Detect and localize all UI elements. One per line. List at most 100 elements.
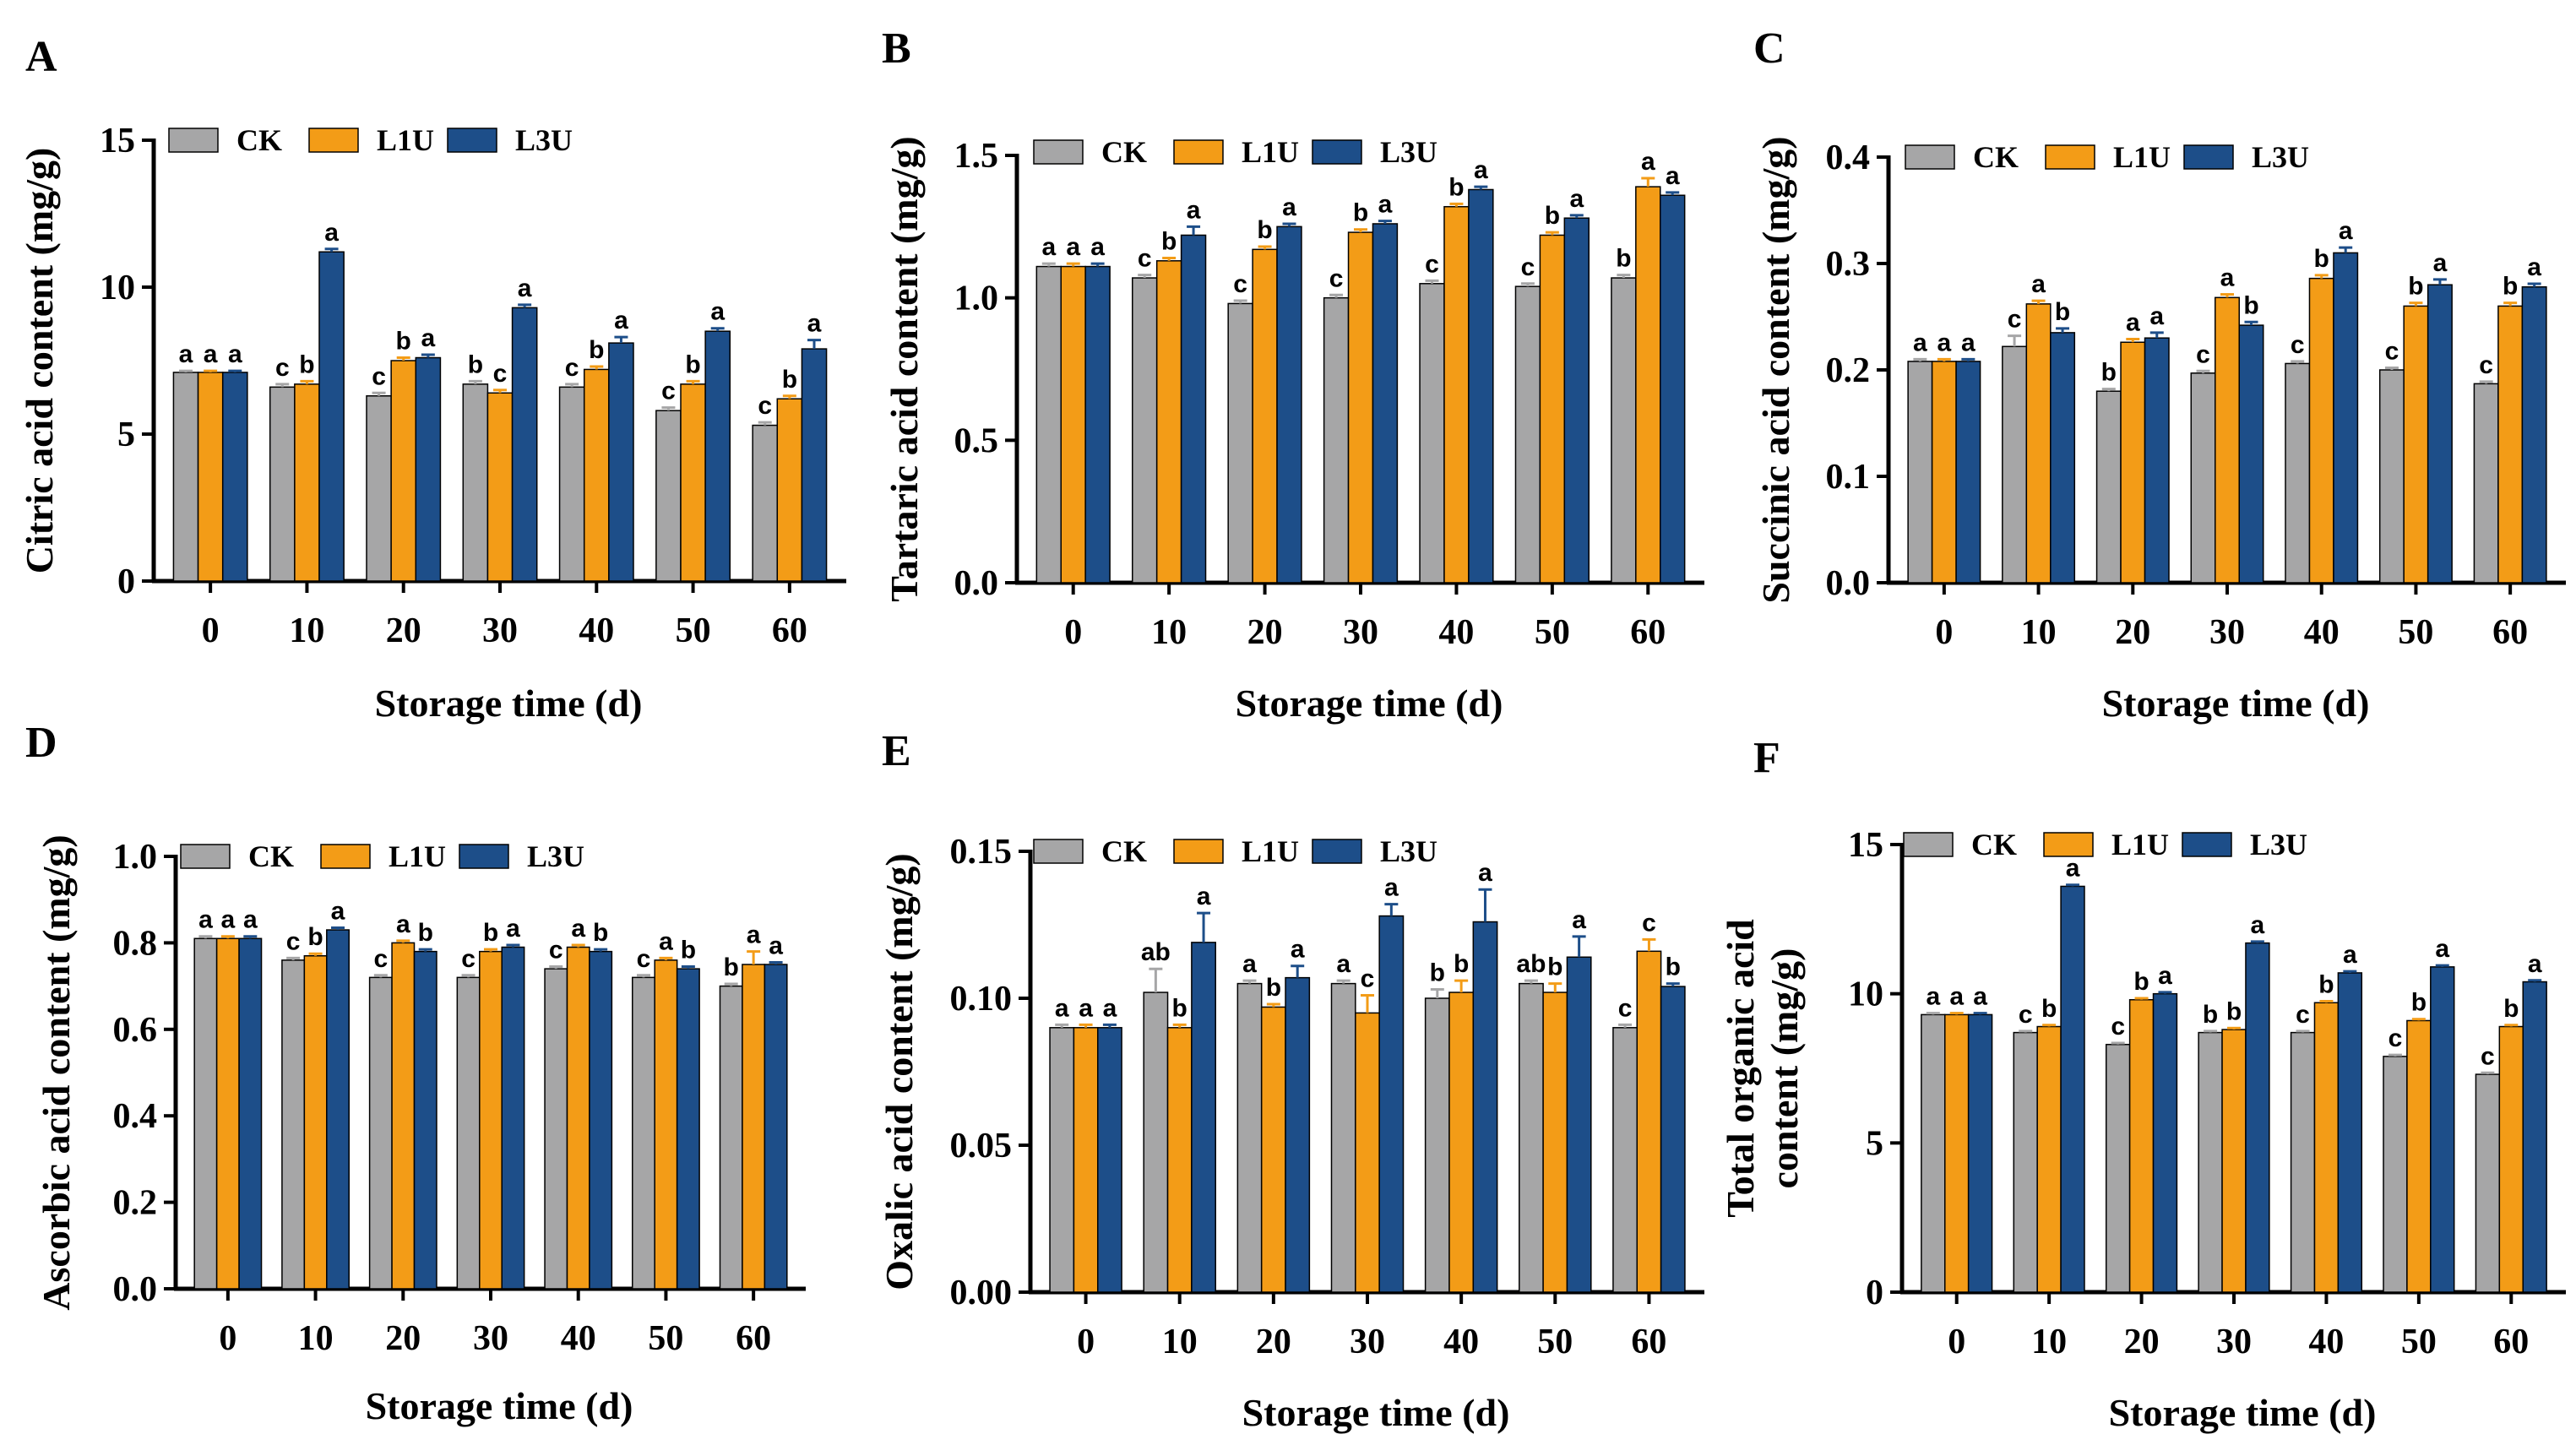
y-tick-label: 1.0 xyxy=(954,280,999,318)
bar-ck xyxy=(1611,277,1637,584)
legend-swatch-l1u xyxy=(308,128,359,153)
significance-letter: c xyxy=(565,354,579,382)
significance-letter: b xyxy=(1430,959,1445,987)
bar-ck xyxy=(368,976,393,1290)
bar-ck xyxy=(1519,982,1544,1293)
bar-ck xyxy=(1612,1027,1639,1293)
x-axis-title: Storage time (d) xyxy=(2102,682,2370,725)
significance-letter: b xyxy=(2503,995,2519,1023)
significance-letter: a xyxy=(1572,906,1586,934)
x-tick-label: 50 xyxy=(648,1319,683,1358)
significance-letter: a xyxy=(243,906,258,934)
legend-swatch-ck xyxy=(1903,832,1954,857)
significance-letter: b xyxy=(468,350,483,378)
x-tick-label: 10 xyxy=(298,1319,334,1358)
legend-swatch-l1u xyxy=(320,844,371,869)
significance-letter: a xyxy=(2158,962,2172,990)
x-tick-label: 60 xyxy=(2492,613,2528,652)
panels: A 0 5 10 15 Citric acid content (mg/g) Storage… xyxy=(18,24,2566,1434)
bar-l3u xyxy=(801,348,828,582)
bar-l1u xyxy=(2025,303,2052,584)
x-tick-label: 50 xyxy=(676,611,711,650)
panel-letter: E xyxy=(882,727,911,775)
x-tick-label: 50 xyxy=(2398,613,2433,652)
significance-letter: b xyxy=(1257,216,1272,244)
bar-ck xyxy=(2473,383,2499,584)
x-tick-label: 0 xyxy=(1077,1323,1095,1361)
y-tick-label: 0.15 xyxy=(950,833,1013,872)
legend-label-l1u: L1U xyxy=(1242,135,1299,169)
x-tick-label: 20 xyxy=(2124,1323,2160,1361)
y-tick-label: 15 xyxy=(100,122,135,160)
x-tick-label: 10 xyxy=(2031,1323,2067,1361)
bar-l3u xyxy=(2333,252,2359,584)
significance-letter: a xyxy=(769,932,783,959)
y-tick-label: 0.1 xyxy=(1826,458,1871,497)
bar-l1u xyxy=(2313,1002,2340,1293)
x-tick-label: 0 xyxy=(202,611,220,650)
bar-l3u xyxy=(1096,1027,1122,1293)
significance-letter: b xyxy=(2503,273,2518,301)
bar-l1u xyxy=(1539,234,1566,584)
y-axis-title: Tartaric acid content (mg/g) xyxy=(883,136,926,601)
bar-l1u xyxy=(1155,260,1182,584)
bar-l1u xyxy=(294,383,320,582)
bar-l3u xyxy=(2144,337,2170,584)
bar-ck xyxy=(281,959,306,1290)
bar-l3u xyxy=(1285,976,1311,1293)
x-tick-label: 40 xyxy=(2304,613,2340,652)
bar-ck xyxy=(544,968,568,1290)
significance-letter: b xyxy=(418,919,433,947)
bar-l3u xyxy=(2427,284,2453,584)
significance-letter: ab xyxy=(1141,938,1171,966)
bar-l1u xyxy=(2221,1029,2247,1293)
significance-letter: b xyxy=(1666,953,1681,981)
significance-letter: a xyxy=(2031,270,2046,298)
bar-ck xyxy=(2285,362,2311,584)
significance-letter: b xyxy=(681,937,696,964)
bar-ck xyxy=(1323,296,1350,584)
bar-ck xyxy=(2290,1031,2316,1293)
significance-letter: b xyxy=(589,336,604,364)
chart-panel-e: E 0.00 0.05 0.10 0.15 Oxalic acid content (mg… xyxy=(878,727,1704,1434)
significance-letter: a xyxy=(518,274,532,302)
significance-letter: a xyxy=(2126,308,2140,336)
legend-label-l3u: L3U xyxy=(2252,140,2309,174)
significance-letter: c xyxy=(549,937,563,964)
significance-letter: a xyxy=(1926,983,1940,1011)
significance-letter: c xyxy=(2481,1042,2495,1070)
bar-ck xyxy=(1419,283,1445,584)
bar-ck xyxy=(1330,982,1356,1293)
legend-label-l1u: L1U xyxy=(389,839,446,873)
significance-letter: c xyxy=(2291,331,2305,359)
bar-ck xyxy=(1921,1013,1946,1293)
bar-l3u xyxy=(1191,942,1216,1293)
x-axis-title: Storage time (d) xyxy=(1242,1391,1510,1434)
bar-l1u xyxy=(2120,341,2146,584)
significance-letter: a xyxy=(1197,883,1211,910)
bar-ck xyxy=(2095,390,2122,584)
significance-letter: a xyxy=(1937,329,1952,356)
x-tick-label: 60 xyxy=(1631,1323,1666,1361)
significance-letter: c xyxy=(758,392,772,420)
bar-l1u xyxy=(1252,248,1278,584)
significance-letter: a xyxy=(324,219,339,247)
legend-swatch-ck xyxy=(1905,144,1955,170)
y-tick-label: 5 xyxy=(1866,1124,1883,1163)
bar-l1u xyxy=(390,360,417,582)
significance-letter: a xyxy=(179,340,193,368)
bar-ck xyxy=(752,424,779,582)
y-tick-label: 0.00 xyxy=(950,1274,1013,1312)
significance-letter: b xyxy=(1353,199,1368,227)
bar-l1u xyxy=(2498,1025,2524,1293)
y-tick-label: 1.5 xyxy=(954,137,999,176)
bar-l3u xyxy=(2060,885,2085,1293)
legend-label-l3u: L3U xyxy=(1380,135,1437,169)
significance-letter: c xyxy=(1361,965,1375,993)
significance-letter: b xyxy=(1616,245,1631,273)
chart-panel-b: B 0.0 0.5 1.0 1.5 Tartaric acid content (mg/g… xyxy=(882,24,1704,725)
significance-letter: a xyxy=(1103,994,1117,1022)
significance-letter: ab xyxy=(1516,950,1546,978)
bar-l1u xyxy=(1448,991,1475,1293)
